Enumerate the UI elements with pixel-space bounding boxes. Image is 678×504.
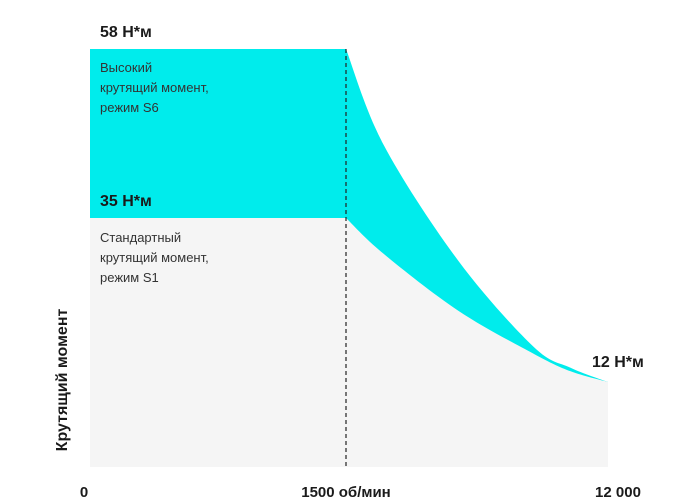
chart-areas <box>90 49 608 467</box>
y-axis-label: Крутящий момент <box>54 309 71 452</box>
standard-label-line-1: Стандартный <box>100 230 181 245</box>
high-label-line-3: режим S6 <box>100 100 159 115</box>
x-tick-12000: 12 000 <box>595 484 641 501</box>
high-label-line-1: Высокий <box>100 60 152 75</box>
annotation-12: 12 Н*м <box>592 354 644 371</box>
x-tick-0: 0 <box>80 484 88 501</box>
area-standard <box>90 218 608 467</box>
standard-label-line-2: крутящий момент, <box>100 250 209 265</box>
high-label-line-2: крутящий момент, <box>100 80 209 95</box>
x-tick-1500: 1500 об/мин <box>301 484 391 501</box>
annotation-58: 58 Н*м <box>100 24 152 41</box>
standard-label-line-3: режим S1 <box>100 270 159 285</box>
annotation-35: 35 Н*м <box>100 193 152 210</box>
